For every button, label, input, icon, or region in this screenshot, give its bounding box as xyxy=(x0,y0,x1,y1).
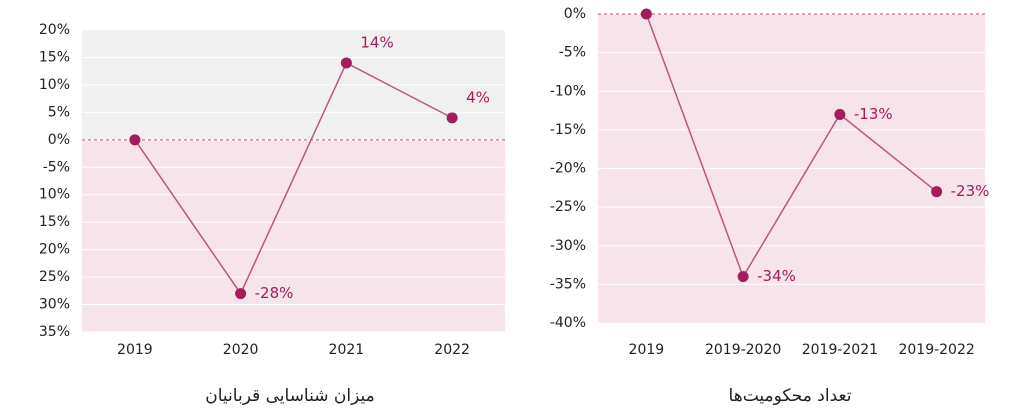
y-tick-label: 10% xyxy=(39,187,70,203)
x-tick-label: 2021 xyxy=(329,342,365,358)
data-point xyxy=(235,288,247,300)
y-tick-label: 20% xyxy=(39,242,70,258)
data-label: 4% xyxy=(466,88,490,106)
data-label: -13% xyxy=(854,105,893,123)
x-tick-label: 2019-2020 xyxy=(705,342,781,358)
y-tick-label: -35% xyxy=(550,276,586,292)
data-point xyxy=(640,8,652,20)
y-tick-label: 30% xyxy=(39,297,70,313)
x-tick-label: 2019-2021 xyxy=(802,342,878,358)
series-line xyxy=(134,61,453,296)
data-point xyxy=(446,112,458,124)
x-tick-label: 2019-2022 xyxy=(898,342,974,358)
y-tick-label: -15% xyxy=(550,122,586,138)
x-tick-label: 2022 xyxy=(434,342,470,358)
y-tick-label: -25% xyxy=(550,199,586,215)
y-tick-label: 0% xyxy=(564,6,586,22)
y-tick-label: 10% xyxy=(39,77,70,93)
y-tick-label: -10% xyxy=(550,83,586,99)
data-point xyxy=(834,108,846,120)
x-tick-label: 2019 xyxy=(629,342,665,358)
data-label: 14% xyxy=(360,33,393,51)
data-point xyxy=(129,134,141,146)
chart-title: تعداد محکومیت‌ها xyxy=(729,386,852,406)
y-tick-label: 5% xyxy=(48,104,70,120)
data-point xyxy=(340,57,352,69)
data-label: -23% xyxy=(951,182,990,200)
y-tick-label: -40% xyxy=(550,315,586,331)
y-tick-label: -5% xyxy=(43,159,70,175)
chart-title: میزان شناسایی قربانیان xyxy=(205,386,374,406)
data-point xyxy=(737,271,749,283)
series-line xyxy=(645,13,938,279)
x-tick-label: 2019 xyxy=(117,342,153,358)
y-tick-label: 25% xyxy=(39,269,70,285)
data-point xyxy=(931,186,943,198)
y-tick-label: -20% xyxy=(550,161,586,177)
y-tick-label: 35% xyxy=(39,324,70,340)
y-tick-label: -30% xyxy=(550,238,586,254)
y-tick-label: -5% xyxy=(559,45,586,61)
data-label: -34% xyxy=(757,267,796,285)
data-label: -28% xyxy=(255,284,294,302)
y-tick-label: 20% xyxy=(39,22,70,38)
y-tick-label: 15% xyxy=(39,214,70,230)
y-tick-label: 0% xyxy=(48,132,70,148)
x-tick-label: 2020 xyxy=(223,342,259,358)
y-tick-label: 15% xyxy=(39,49,70,65)
